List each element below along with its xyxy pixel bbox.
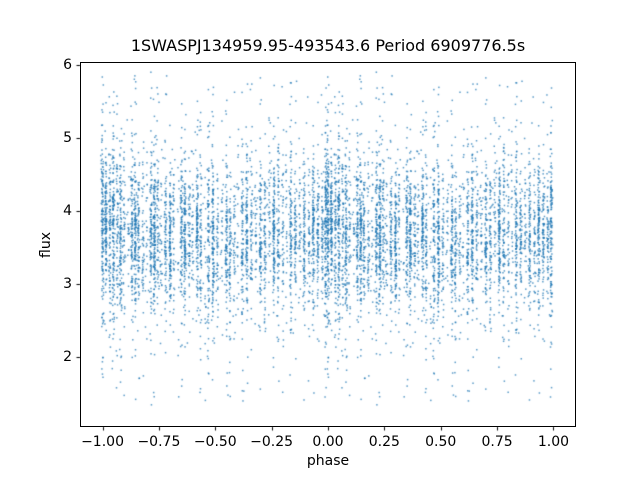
y-tick-label: 6	[63, 56, 72, 73]
x-tick-label: 0.75	[481, 434, 513, 450]
x-tick-label: 0.00	[312, 434, 344, 450]
x-tick-label: −1.00	[81, 434, 124, 450]
x-tick-label: −0.50	[193, 434, 237, 450]
y-axis-label: flux	[38, 231, 54, 258]
y-tick-label: 5	[63, 129, 72, 146]
plot-area	[80, 62, 576, 427]
y-tick-label: 2	[63, 348, 72, 365]
x-tick-label: 0.25	[368, 434, 400, 450]
x-tick-label: −0.75	[137, 434, 181, 450]
x-tick-label: 1.00	[537, 434, 570, 450]
chart-title: 1SWASPJ134959.95-493543.6 Period 6909776…	[130, 36, 526, 55]
y-tick-label: 4	[63, 202, 72, 219]
x-tick-label: 0.50	[425, 434, 457, 450]
y-tick-label: 3	[63, 275, 72, 292]
x-axis-label: phase	[306, 453, 350, 469]
x-tick-label: −0.25	[250, 434, 294, 450]
